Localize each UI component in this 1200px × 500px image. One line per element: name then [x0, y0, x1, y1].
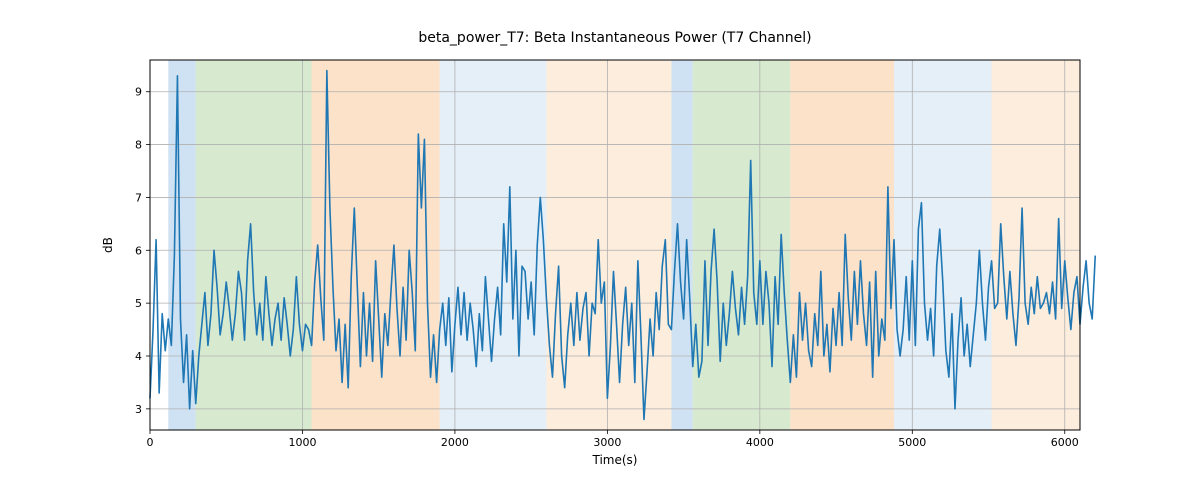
x-axis: 0 1000 2000 3000 4000 5000 6000 — [147, 430, 1079, 449]
x-tick-label: 5000 — [898, 436, 926, 449]
band — [894, 60, 992, 430]
y-tick-label: 7 — [135, 191, 142, 204]
band — [671, 60, 692, 430]
y-tick-label: 5 — [135, 297, 142, 310]
x-tick-label: 2000 — [441, 436, 469, 449]
band — [790, 60, 894, 430]
y-tick-label: 6 — [135, 244, 142, 257]
background-bands — [168, 60, 1080, 430]
y-axis-label: dB — [101, 237, 115, 253]
line-chart: beta_power_T7: Beta Instantaneous Power … — [0, 0, 1200, 500]
x-axis-label: Time(s) — [592, 453, 638, 467]
y-tick-label: 4 — [135, 350, 142, 363]
x-tick-label: 3000 — [593, 436, 621, 449]
x-tick-label: 0 — [147, 436, 154, 449]
band — [196, 60, 312, 430]
y-tick-label: 3 — [135, 403, 142, 416]
chart-container: beta_power_T7: Beta Instantaneous Power … — [0, 0, 1200, 500]
y-tick-label: 9 — [135, 86, 142, 99]
chart-title: beta_power_T7: Beta Instantaneous Power … — [418, 30, 811, 46]
y-axis: 3 4 5 6 7 8 9 — [135, 86, 150, 416]
x-tick-label: 6000 — [1051, 436, 1079, 449]
x-tick-label: 4000 — [746, 436, 774, 449]
plot-area — [150, 60, 1095, 430]
band — [440, 60, 547, 430]
x-tick-label: 1000 — [288, 436, 316, 449]
band — [992, 60, 1080, 430]
y-tick-label: 8 — [135, 139, 142, 152]
band — [693, 60, 791, 430]
